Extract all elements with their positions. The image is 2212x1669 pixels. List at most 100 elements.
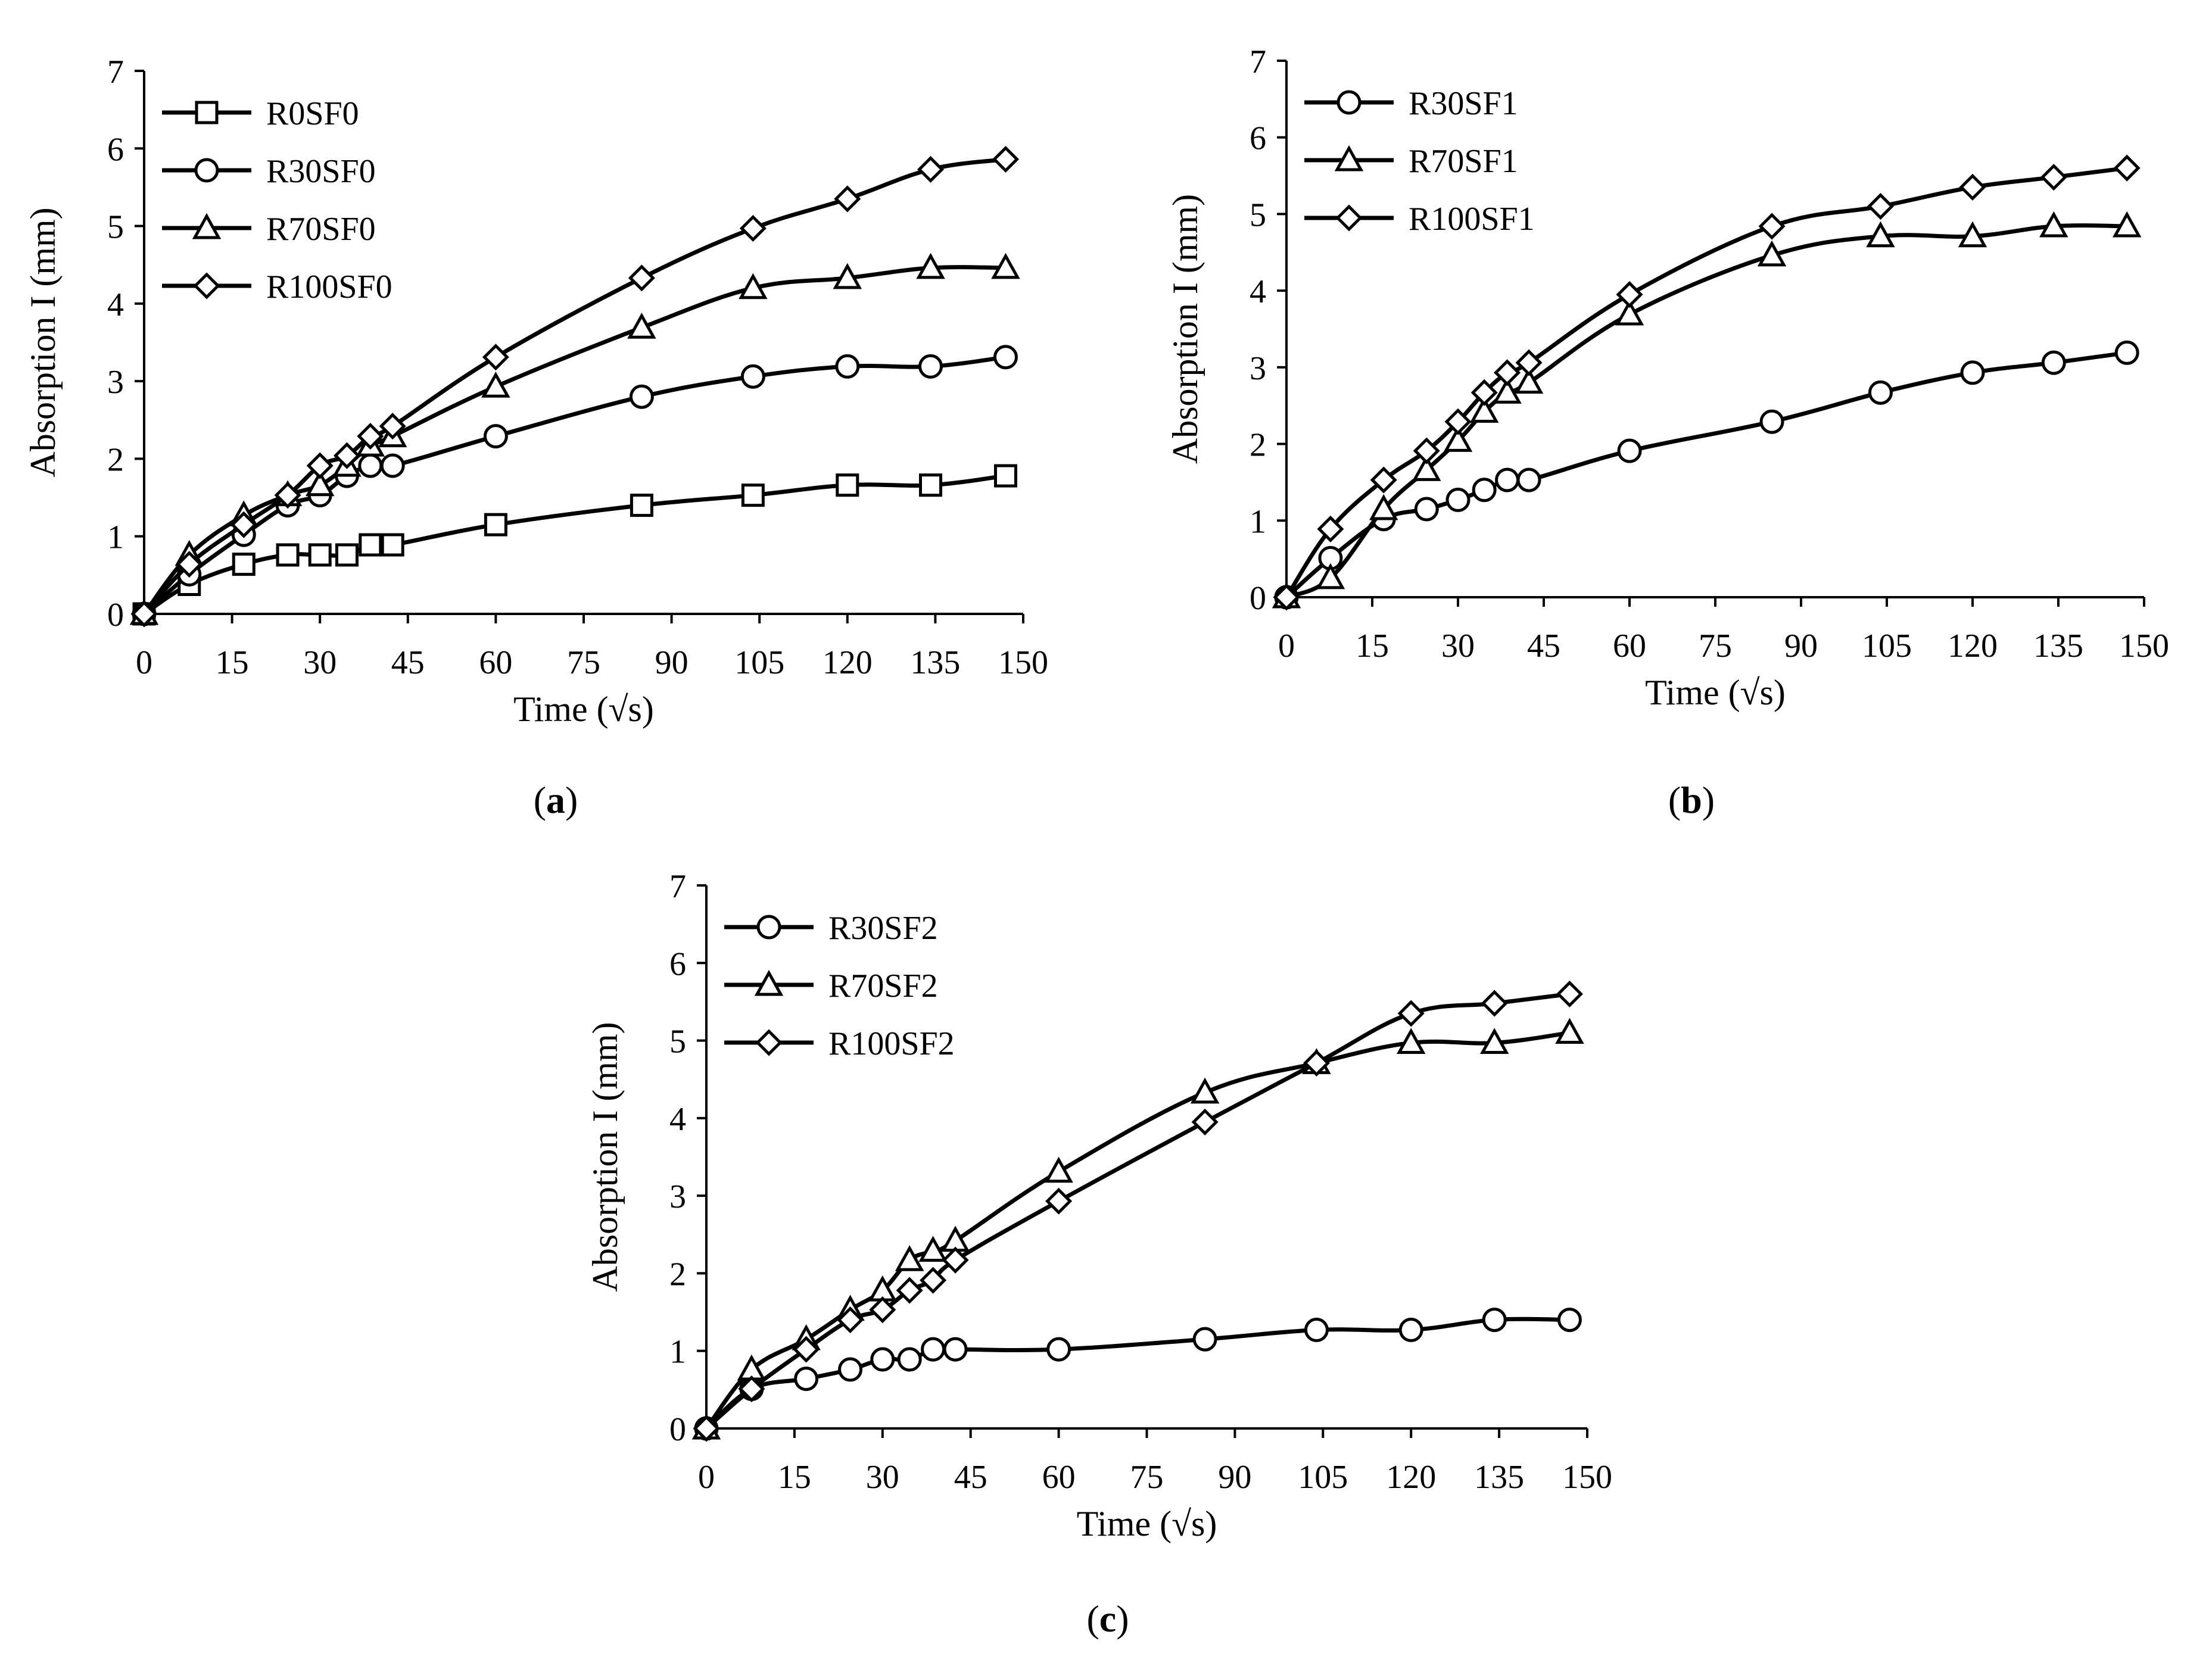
data-point (739, 214, 767, 242)
legend-label: R100SF2 (828, 1025, 955, 1062)
legend-label: R70SF1 (1409, 143, 1518, 180)
data-point (274, 482, 301, 509)
data-point (1316, 563, 1345, 589)
data-point (276, 543, 300, 567)
series-line (142, 265, 1008, 616)
y-tick-label: 4 (107, 286, 124, 323)
data-point (1758, 213, 1786, 240)
data-point (358, 453, 383, 478)
legend-item: R100SF0 (162, 269, 392, 305)
legend-label: R70SF0 (266, 211, 376, 248)
x-tick-label: 150 (998, 644, 1048, 681)
legend-item: R70SF1 (1304, 143, 1518, 180)
data-point (1514, 367, 1544, 394)
data-point (870, 1347, 895, 1372)
data-point (1370, 466, 1397, 494)
x-tick-label: 105 (734, 644, 784, 681)
legend-marker (194, 158, 219, 183)
y-tick-label: 6 (669, 946, 686, 982)
y-tick-label: 2 (669, 1256, 686, 1293)
y-tick-label: 3 (669, 1178, 686, 1215)
data-point (176, 551, 203, 578)
data-point (1443, 426, 1473, 452)
x-tick-label: 75 (567, 644, 600, 681)
x-tick-label: 90 (655, 644, 688, 681)
data-point (1273, 584, 1300, 611)
data-point (1759, 409, 1784, 434)
data-point (1960, 360, 1985, 385)
y-tick-label: 4 (669, 1101, 686, 1138)
data-point (1479, 1028, 1509, 1054)
y-axis-title: Absorption I (mm) (1166, 194, 1205, 464)
legend-label: R70SF2 (828, 968, 938, 1004)
legend-item: R70SF0 (162, 211, 376, 248)
y-tick-label: 7 (1250, 43, 1266, 80)
y-axis-title: Absorption I (mm) (585, 1022, 625, 1291)
data-point (1555, 1018, 1584, 1044)
data-point (1482, 1308, 1507, 1333)
x-tick-label: 120 (1386, 1459, 1436, 1496)
x-tick-label: 105 (1298, 1459, 1348, 1496)
legend-marker (756, 915, 781, 940)
data-point (869, 1296, 896, 1324)
series-R70SF1 (1272, 211, 2142, 609)
data-point (1045, 1187, 1073, 1215)
x-axis-title: Time (√s) (1077, 1504, 1217, 1543)
x-tick-label: 90 (1218, 1459, 1251, 1496)
x-tick-label: 135 (2033, 628, 2083, 665)
legend-label: R30SF0 (266, 153, 376, 190)
data-point (993, 464, 1017, 488)
data-point (1958, 221, 1987, 248)
data-point (1046, 1337, 1071, 1362)
legend-marker (1336, 90, 1362, 115)
x-tick-label: 60 (479, 644, 512, 681)
data-point (836, 473, 859, 497)
data-point (793, 1336, 820, 1363)
y-tick-label: 1 (107, 519, 124, 556)
data-point (1397, 1000, 1425, 1027)
x-tick-label: 60 (1613, 628, 1646, 665)
data-point (380, 453, 405, 478)
y-tick-label: 4 (1250, 273, 1266, 310)
x-tick-label: 0 (698, 1459, 715, 1496)
data-point (230, 511, 257, 538)
data-point (1192, 1327, 1217, 1352)
legend-item: R0SF0 (162, 95, 359, 132)
y-tick-label: 0 (107, 597, 124, 634)
series-line (704, 1317, 1572, 1431)
data-point (1303, 1049, 1330, 1077)
data-point (738, 1375, 765, 1403)
data-point (918, 1236, 948, 1262)
series-line (142, 473, 1008, 616)
data-point (1615, 299, 1644, 326)
legend-item: R30SF0 (162, 153, 376, 190)
data-point (1757, 240, 1787, 267)
series-line (1284, 223, 2129, 600)
data-point (484, 513, 507, 536)
data-point (333, 442, 360, 469)
data-point (992, 145, 1020, 173)
data-point (1304, 1318, 1329, 1343)
data-point (741, 483, 765, 507)
legend-label: R30SF2 (828, 910, 938, 947)
data-point (2113, 154, 2141, 182)
data-point (1959, 173, 1986, 201)
data-point (1191, 1108, 1219, 1135)
series-R100SF0 (130, 145, 1020, 628)
data-point (2039, 211, 2068, 238)
data-point (896, 1277, 923, 1304)
data-point (693, 1415, 720, 1442)
data-point (1617, 438, 1642, 463)
legend-marker (1334, 145, 1364, 171)
data-point (835, 354, 860, 379)
data-point (916, 252, 945, 279)
data-point (2041, 350, 2066, 375)
x-tick-label: 45 (1527, 628, 1560, 665)
data-point (1414, 497, 1439, 522)
y-tick-label: 7 (669, 868, 686, 905)
panel-label: (c) (1086, 1598, 1129, 1640)
data-point (919, 473, 943, 497)
legend-item: R100SF2 (724, 1025, 955, 1062)
